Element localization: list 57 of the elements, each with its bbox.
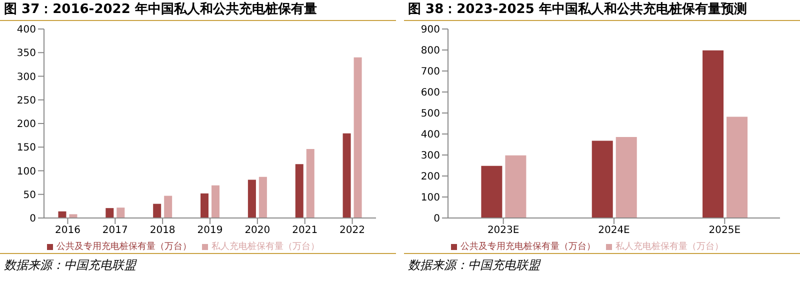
bar <box>616 136 637 218</box>
bar <box>212 185 220 218</box>
y-tick-label: 600 <box>420 88 440 99</box>
bar <box>58 211 66 218</box>
y-tick-label: 350 <box>16 48 36 60</box>
x-tick-label: 2024E <box>598 225 630 236</box>
chart-title: 图 37：2016-2022 年中国私人和公共充电桩保有量 <box>0 0 396 21</box>
x-tick-label: 2021 <box>292 225 318 236</box>
legend-label: 私人充电桩保有量（万台） <box>212 242 320 252</box>
legend-label: 私人充电桩保有量（万台） <box>616 242 724 252</box>
bar <box>354 57 362 218</box>
y-tick-label: 150 <box>16 142 36 154</box>
x-tick-label: 2019 <box>197 225 223 236</box>
y-tick-label: 200 <box>420 172 440 183</box>
y-tick-label: 0 <box>30 214 36 225</box>
y-tick-label: 300 <box>420 150 440 162</box>
source-note: 数据来源：中国充电联盟 <box>408 257 542 274</box>
x-tick-label: 2018 <box>150 225 176 236</box>
y-tick-label: 50 <box>23 190 36 201</box>
bar <box>116 208 125 218</box>
source-note: 数据来源：中国充电联盟 <box>4 257 138 274</box>
bar <box>164 196 172 218</box>
y-tick-label: 400 <box>420 130 440 141</box>
y-tick-label: 0 <box>434 214 440 225</box>
bar <box>481 166 502 218</box>
bar <box>505 155 526 218</box>
y-tick-label: 400 <box>16 24 36 36</box>
bar <box>200 193 209 218</box>
bar <box>592 140 613 218</box>
x-tick-label: 2016 <box>54 225 80 236</box>
legend-label: 公共及专用充电桩保有量（万台） <box>460 242 596 252</box>
bar <box>726 116 748 218</box>
y-tick-label: 800 <box>420 46 440 57</box>
y-tick-label: 250 <box>16 95 36 106</box>
bar <box>258 176 267 218</box>
y-tick-label: 500 <box>420 108 440 120</box>
y-tick-label: 200 <box>16 119 36 130</box>
bar <box>106 208 114 218</box>
y-tick-label: 100 <box>16 166 36 178</box>
bar <box>153 204 162 218</box>
bar <box>69 214 78 218</box>
bar <box>306 149 314 218</box>
x-tick-label: 2017 <box>102 225 128 236</box>
bar <box>702 50 724 218</box>
x-tick-label: 2025E <box>708 225 741 236</box>
y-tick-label: 700 <box>420 66 440 78</box>
legend-label: 公共及专用充电桩保有量（万台） <box>56 242 192 252</box>
bar <box>248 180 256 218</box>
y-tick-label: 300 <box>16 72 36 83</box>
bar <box>342 133 351 218</box>
y-tick-label: 900 <box>420 24 440 36</box>
bar <box>295 164 304 218</box>
x-tick-label: 2023E <box>487 225 520 236</box>
x-tick-label: 2020 <box>244 225 270 236</box>
chart-title: 图 38：2023-2025 年中国私人和公共充电桩保有量预测 <box>404 0 800 21</box>
x-tick-label: 2022 <box>340 225 366 236</box>
y-tick-label: 100 <box>420 192 440 204</box>
